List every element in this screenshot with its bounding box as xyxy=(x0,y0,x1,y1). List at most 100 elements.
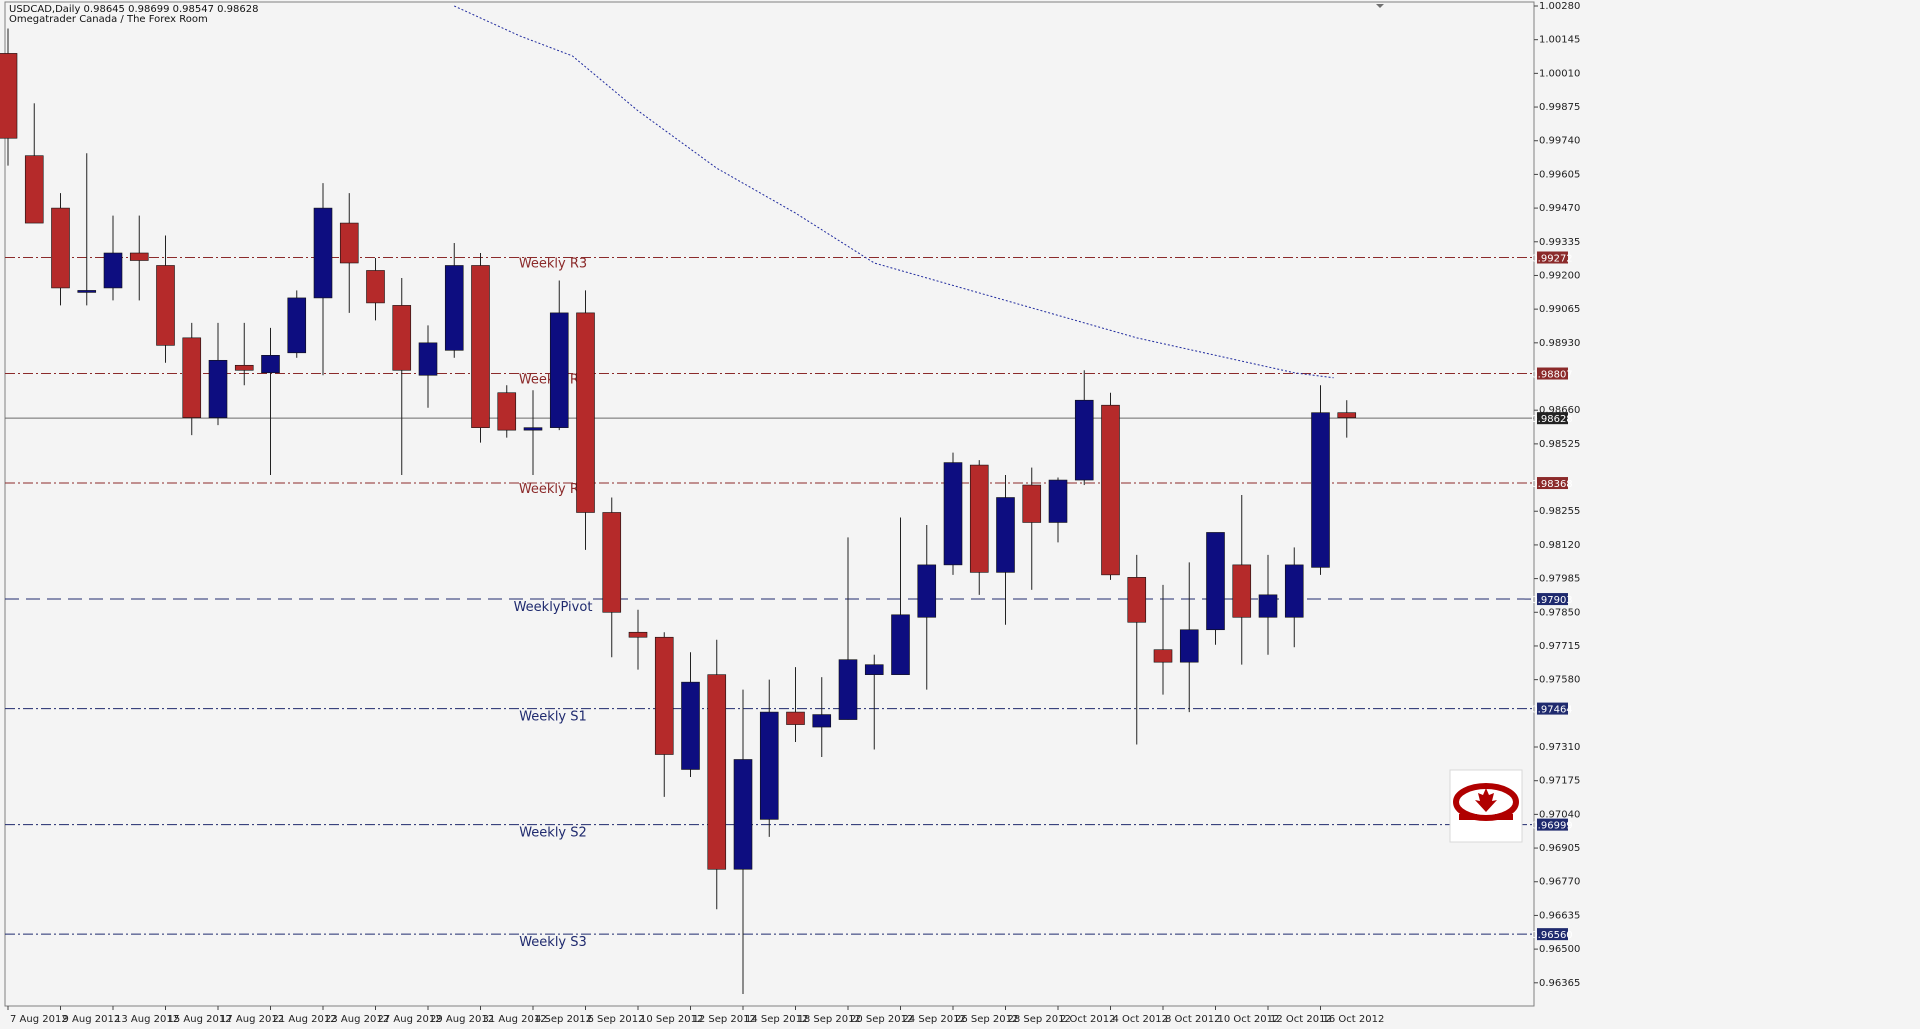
candle-37 xyxy=(943,452,963,575)
candle-body xyxy=(1074,399,1094,481)
price-axis: 0.99272 0.98807 0.98368 0.97903 0.97464 0.969… xyxy=(1531,1,1580,989)
x-tick-label: 10 Oct 2012 xyxy=(1218,1014,1280,1025)
candle-body xyxy=(628,631,648,638)
candle-body xyxy=(917,564,937,618)
candle-body xyxy=(969,464,989,573)
x-tick-label: 16 Oct 2012 xyxy=(1323,1014,1385,1025)
data-source-header: Omegatrader Canada / The Forex Room xyxy=(9,14,208,25)
candle-41 xyxy=(1048,477,1068,543)
y-tick-label: 0.96905 xyxy=(1539,843,1580,854)
candle-body xyxy=(759,711,779,820)
candle-body xyxy=(523,427,543,431)
x-tick-label: 12 Oct 2012 xyxy=(1270,1014,1332,1025)
y-tick-label: 0.99875 xyxy=(1539,102,1580,113)
current-price-tag-text: 0.98628 xyxy=(1531,414,1572,425)
candle-9 xyxy=(208,322,228,426)
candle-body xyxy=(0,53,18,139)
x-tick-label: 26 Sep 2012 xyxy=(955,1014,1018,1025)
candle-10 xyxy=(234,322,254,386)
x-tick-label: 2 Oct 2012 xyxy=(1060,1014,1115,1025)
y-tick-label: 0.97310 xyxy=(1539,742,1580,753)
candle-body xyxy=(287,297,307,354)
price-tag-text-weeklypivot: 0.97903 xyxy=(1531,595,1572,606)
candle-body xyxy=(366,270,385,304)
candle-16 xyxy=(392,277,412,476)
y-tick-label: 1.00280 xyxy=(1539,1,1580,12)
x-tick-label: 27 Aug 2012 xyxy=(378,1014,442,1025)
x-tick-label: 17 Aug 2012 xyxy=(220,1014,284,1025)
candle-body xyxy=(1284,564,1304,618)
candle-31 xyxy=(786,667,805,743)
candle-5 xyxy=(103,215,123,301)
candle-4 xyxy=(77,153,97,306)
candle-27 xyxy=(681,652,700,777)
candle-body xyxy=(864,664,884,675)
y-tick-label: 0.96635 xyxy=(1539,910,1580,921)
price-tag-weekly-s2 xyxy=(1537,818,1568,831)
candle-body xyxy=(24,155,44,224)
x-tick-label: 13 Aug 2012 xyxy=(115,1014,179,1025)
candle-42 xyxy=(1074,370,1094,486)
y-tick-label: 0.98255 xyxy=(1539,506,1580,517)
y-tick-label: 0.96770 xyxy=(1539,877,1580,888)
level-label-weekly-s2: Weekly S2 xyxy=(519,826,587,841)
candle-body xyxy=(234,364,254,371)
x-tick-label: 21 Aug 2012 xyxy=(273,1014,337,1025)
candle-29 xyxy=(733,689,753,995)
level-label-weeklypivot: WeeklyPivot xyxy=(514,600,593,615)
candle-body xyxy=(1311,412,1330,568)
y-tick-label: 0.99605 xyxy=(1539,169,1580,180)
candle-body xyxy=(77,290,97,293)
scroll-marker-icon[interactable] xyxy=(1376,4,1384,8)
candle-32 xyxy=(812,677,832,757)
candle-body xyxy=(602,512,622,613)
y-tick-label: 0.97985 xyxy=(1539,574,1580,585)
x-tick-label: 10 Sep 2012 xyxy=(640,1014,703,1025)
candle-body xyxy=(1179,629,1199,663)
y-tick-label: 0.98525 xyxy=(1539,439,1580,450)
candle-body xyxy=(576,312,595,513)
y-tick-label: 0.99470 xyxy=(1539,203,1580,214)
plot-frame xyxy=(4,1,1535,1007)
x-tick-label: 20 Sep 2012 xyxy=(850,1014,913,1025)
candle-45 xyxy=(1153,584,1173,695)
price-tag-text-weekly-s1: 0.97464 xyxy=(1531,705,1572,716)
y-tick-label: 0.98660 xyxy=(1539,405,1580,416)
candle-body xyxy=(996,497,1015,573)
candle-28 xyxy=(707,639,727,910)
candle-24 xyxy=(602,497,622,658)
candle-52 xyxy=(1337,400,1357,438)
price-tag-text-weekly-r3: 0.99272 xyxy=(1531,253,1572,264)
x-tick-label: 7 Aug 2012 xyxy=(10,1014,68,1025)
price-tag-weekly-r2 xyxy=(1537,367,1568,380)
candle-20 xyxy=(497,385,517,438)
price-tag-text-weekly-s3: 0.96560 xyxy=(1531,930,1572,941)
price-tag-weeklypivot xyxy=(1537,593,1568,606)
omega-logo xyxy=(1449,769,1523,843)
candle-23 xyxy=(576,290,595,550)
level-label-weekly-r3: Weekly R3 xyxy=(519,256,587,271)
x-tick-label: 23 Aug 2012 xyxy=(325,1014,389,1025)
candle-body xyxy=(182,337,202,418)
candle-body xyxy=(103,252,123,289)
candle-2 xyxy=(24,103,44,224)
candle-34 xyxy=(864,654,884,750)
chart-layer-candles xyxy=(0,28,1357,995)
x-tick-label: 24 Sep 2012 xyxy=(903,1014,966,1025)
candle-39 xyxy=(996,475,1015,625)
x-tick-label: 12 Sep 2012 xyxy=(693,1014,756,1025)
candle-12 xyxy=(287,290,307,358)
candle-15 xyxy=(366,257,385,321)
candle-35 xyxy=(891,517,910,675)
level-label-weekly-s1: Weekly S1 xyxy=(519,710,587,725)
candle-22 xyxy=(549,280,569,431)
x-tick-label: 31 Aug 2012 xyxy=(483,1014,547,1025)
chart-layer-moving-average xyxy=(454,5,1334,379)
candle-body xyxy=(51,207,70,289)
y-tick-label: 1.00010 xyxy=(1539,68,1580,79)
price-tag-weekly-r1 xyxy=(1537,477,1568,490)
y-tick-label: 0.97850 xyxy=(1539,607,1580,618)
candle-19 xyxy=(471,253,490,443)
